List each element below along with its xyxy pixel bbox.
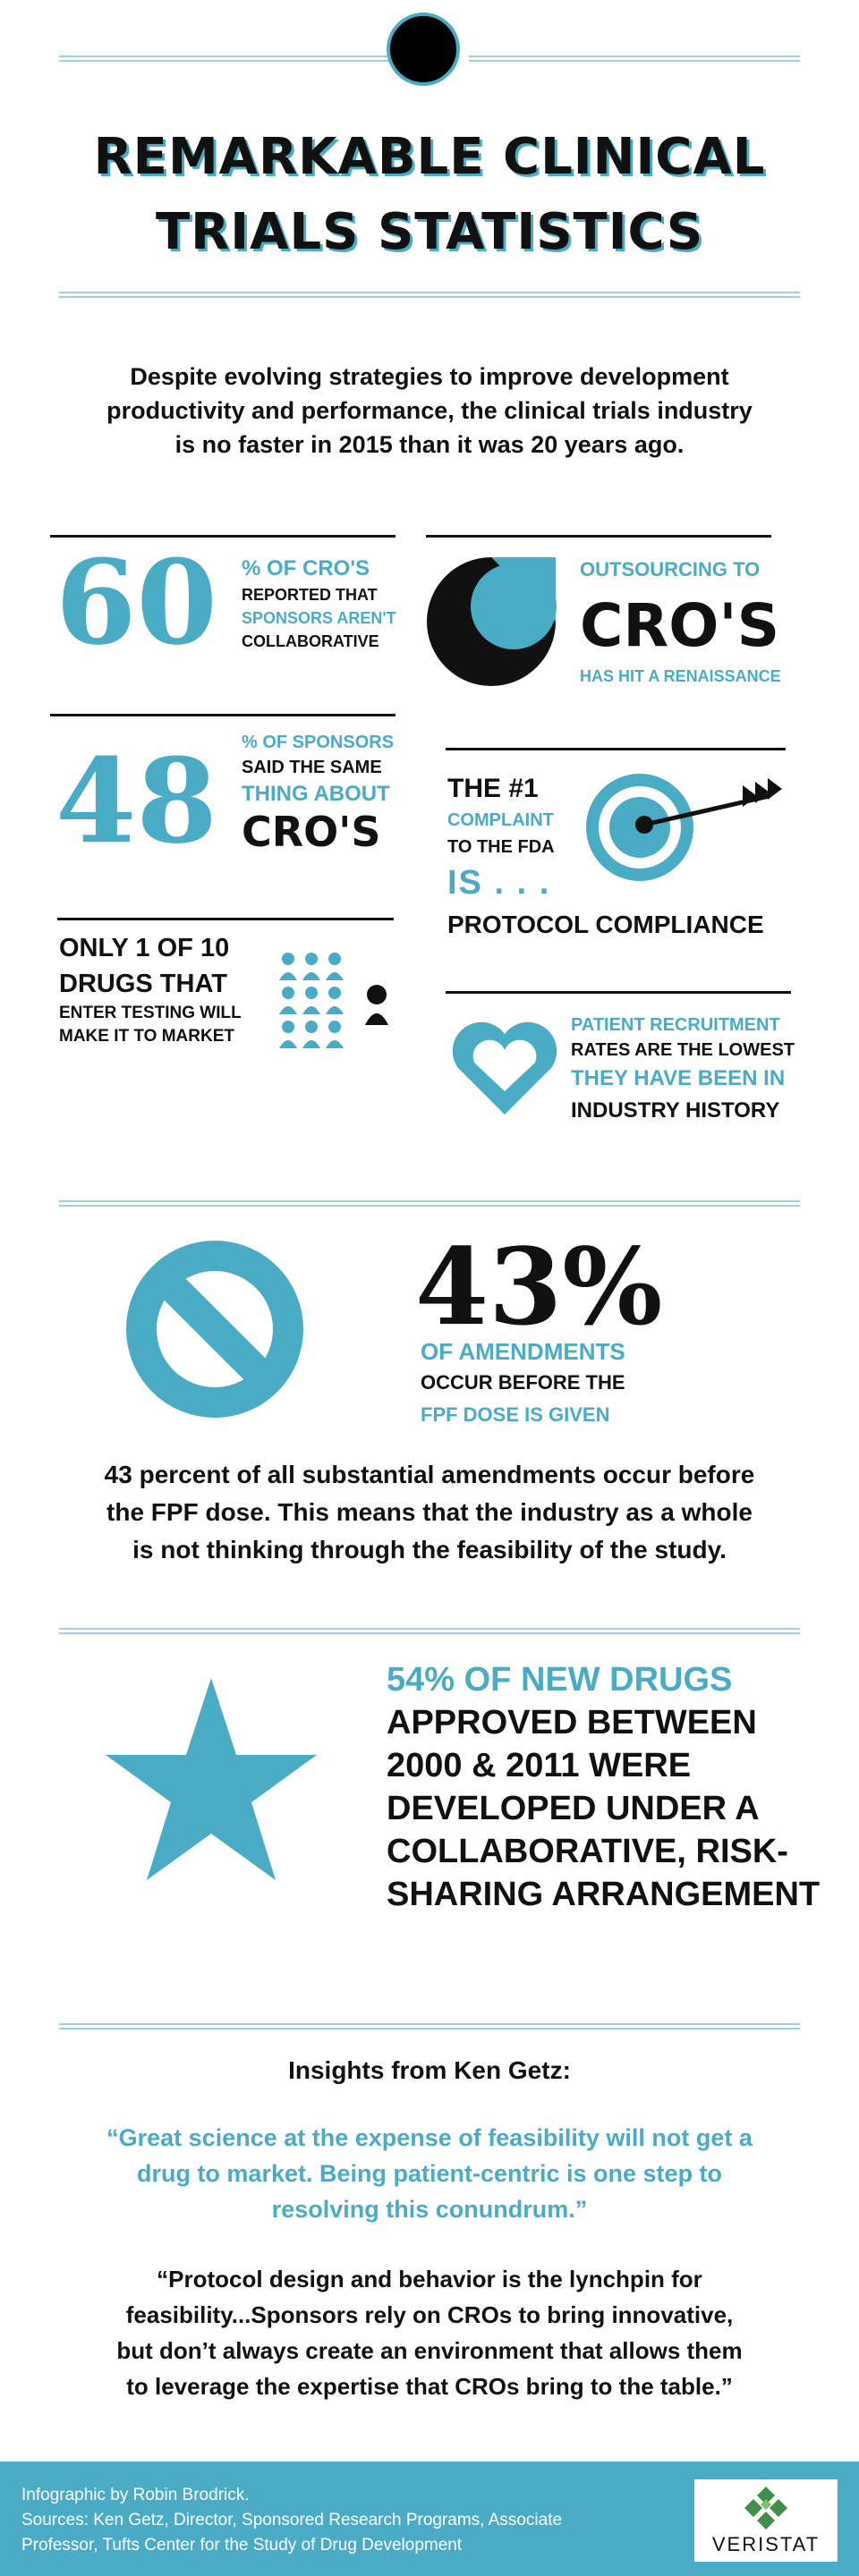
intro-line: productivity and performance, the clinic…: [106, 397, 753, 424]
stat-rule: [446, 991, 791, 994]
star-icon: [106, 1678, 317, 1880]
amendments-line: OF AMENDMENTS: [421, 1338, 625, 1365]
top-rule-left: [59, 55, 390, 62]
recruitment-text: PATIENT RECRUITMENT RATES ARE THE LOWEST…: [571, 1013, 795, 1127]
intro-line: is no faster in 2015 than it was 20 year…: [174, 431, 685, 458]
amendments-labels: OF AMENDMENTS OCCUR BEFORE THE FPF DOSE …: [421, 1336, 625, 1431]
page-title-line2: TRIALS STATISTICS: [155, 203, 704, 261]
stat-number-60: 60: [55, 534, 217, 671]
drugs-line: MAKE IT TO MARKET: [59, 1027, 234, 1046]
recruitment-line: RATES ARE THE LOWEST: [571, 1040, 795, 1060]
stat-rule: [446, 748, 786, 750]
title-bottom-rule: [59, 292, 800, 298]
newdrugs-text: 54% OF NEW DRUGS APPROVED BETWEEN 2000 &…: [387, 1658, 820, 1916]
amendments-line: FPF DOSE IS GIVEN: [421, 1403, 610, 1426]
circle-icon: [387, 13, 460, 86]
outsourcing-line2: CRO'S: [580, 591, 780, 660]
stat-48-label: SAID THE SAME: [242, 758, 382, 777]
veristat-logo-text: VERISTAT: [711, 2533, 821, 2555]
newdrugs-line: APPROVED BETWEEN: [387, 1704, 757, 1741]
quote-line: “Protocol design and behavior is the lyn…: [157, 2266, 702, 2292]
newdrugs-line: DEVELOPED UNDER A: [387, 1790, 760, 1827]
outsourcing-line3: HAS HIT A RENAISSANCE: [580, 667, 781, 685]
stat-rule: [50, 535, 395, 538]
footer-sources-line: Professor, Tufts Center for the Study of…: [21, 2536, 463, 2555]
stat-60-label: REPORTED THAT: [242, 586, 378, 604]
page-title-line1: REMARKABLE CLINICAL: [93, 128, 766, 186]
top-rule-right: [469, 55, 800, 62]
complaint-line: IS . . .: [447, 864, 551, 902]
complaint-line: THE #1: [447, 774, 539, 803]
complaint-line: TO THE FDA: [447, 837, 555, 857]
section-rule: [59, 1628, 800, 1634]
amendments-para-line: the FPF dose. This means that the indust…: [106, 1498, 753, 1526]
veristat-logo: VERISTAT: [694, 2479, 838, 2562]
amendments-number: 43%: [415, 1224, 663, 1349]
section-rule: [59, 1200, 800, 1207]
amendments-para-line: is not thinking through the feasibility …: [132, 1536, 727, 1563]
quote-line: feasibility...Sponsors rely on CROs to b…: [125, 2301, 734, 2328]
prohibited-icon: [126, 1241, 303, 1418]
intro-text: Despite evolving strategies to improve d…: [54, 360, 805, 462]
amendments-paragraph: 43 percent of all substantial amendments…: [54, 1456, 805, 1569]
insights-quote-1: “Great science at the expense of feasibi…: [54, 2120, 805, 2227]
crescent-icon: [427, 557, 557, 686]
insights-quote-2: “Protocol design and behavior is the lyn…: [54, 2261, 805, 2404]
stat-60-label: % OF CRO'S: [242, 556, 370, 580]
recruitment-line: PATIENT RECRUITMENT: [571, 1015, 780, 1035]
people-icon: [279, 953, 388, 1048]
quote-line: to leverage the expertise that CROs brin…: [126, 2373, 733, 2400]
quote-line: but don’t always create an environment t…: [116, 2337, 743, 2364]
stat-48-labels: % OF SPONSORS SAID THE SAME THING ABOUT …: [242, 730, 394, 855]
outsourcing-line1: OUTSOURCING TO: [580, 558, 761, 580]
drugs-line: DRUGS THAT: [59, 970, 227, 998]
recruitment-line: INDUSTRY HISTORY: [571, 1098, 780, 1123]
complaint-line: COMPLAINT: [447, 810, 554, 830]
stat-48-label: THING ABOUT: [242, 782, 390, 806]
stat-rule: [50, 714, 395, 716]
newdrugs-line: COLLABORATIVE, RISK-: [387, 1833, 788, 1870]
recruitment-line: THEY HAVE BEEN IN: [571, 1066, 786, 1090]
footer: Infographic by Robin Brodrick. Sources: …: [0, 2462, 859, 2576]
stat-48-label: CRO'S: [242, 808, 381, 856]
drugs-line: ENTER TESTING WILL: [59, 1004, 242, 1022]
target-arrow-icon: [586, 774, 782, 881]
veristat-logo-icon: [744, 2487, 787, 2529]
drugs-line: ONLY 1 OF 10: [59, 934, 230, 962]
newdrugs-line: 54% OF NEW DRUGS: [387, 1661, 733, 1699]
intro-line: Despite evolving strategies to improve d…: [130, 363, 729, 390]
stat-60-label: COLLABORATIVE: [242, 632, 379, 650]
heart-icon: [452, 1021, 557, 1114]
stat-48-label: % OF SPONSORS: [242, 733, 395, 752]
newdrugs-line: 2000 & 2011 WERE: [387, 1747, 692, 1784]
complaint-line: PROTOCOL COMPLIANCE: [447, 911, 764, 938]
quote-line: “Great science at the expense of feasibi…: [106, 2124, 753, 2151]
footer-credit: Infographic by Robin Brodrick.: [21, 2486, 250, 2504]
complaint-text: THE #1 COMPLAINT TO THE FDA IS . . . PRO…: [447, 771, 764, 945]
newdrugs-line: SHARING ARRANGEMENT: [387, 1876, 821, 1913]
amendments-para-line: 43 percent of all substantial amendments…: [104, 1461, 755, 1488]
quote-line: resolving this conundrum.”: [271, 2196, 588, 2223]
section-rule: [59, 2023, 800, 2029]
stat-60-labels: % OF CRO'S REPORTED THAT SPONSORS AREN'T…: [242, 555, 396, 653]
stat-60-label: SPONSORS AREN'T: [242, 609, 396, 627]
stat-rule: [57, 918, 394, 920]
amendments-line: OCCUR BEFORE THE: [421, 1371, 625, 1394]
footer-sources-line: Sources: Ken Getz, Director, Sponsored R…: [21, 2511, 563, 2529]
stat-rule: [426, 535, 771, 538]
drugs-text: ONLY 1 OF 10 DRUGS THAT ENTER TESTING WI…: [59, 930, 242, 1048]
stat-number-48: 48: [55, 733, 217, 869]
quote-line: drug to market. Being patient-centric is…: [136, 2160, 723, 2187]
insights-heading: Insights from Ken Getz:: [288, 2056, 571, 2084]
